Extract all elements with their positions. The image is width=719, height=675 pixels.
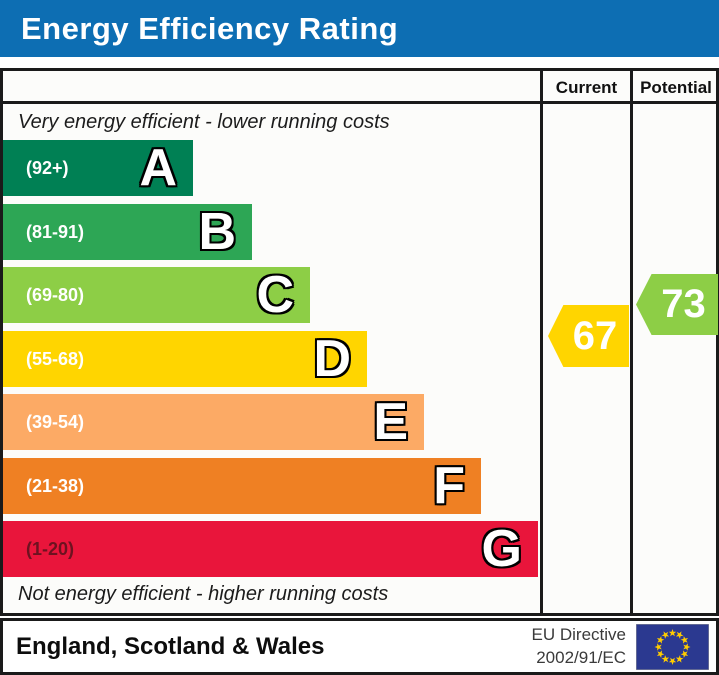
band-f: (21-38) F: [3, 458, 481, 514]
band-b: (81-91) B: [3, 204, 252, 260]
band-c-letter: C: [256, 266, 294, 324]
potential-rating-tag: 73: [636, 274, 718, 335]
band-d: (55-68) D: [3, 331, 367, 387]
eu-directive-line1: EU Directive: [531, 625, 626, 645]
title-bar: Energy Efficiency Rating: [0, 0, 719, 57]
band-g-range: (1-20): [26, 538, 75, 559]
eu-directive-label: EU Directive 2002/91/EC: [532, 624, 626, 668]
band-a-letter: A: [139, 139, 177, 197]
region-label: England, Scotland & Wales: [16, 632, 325, 660]
band-a: (92+) A: [3, 140, 193, 196]
band-g: (1-20) G: [3, 521, 538, 577]
current-rating-value: 67: [572, 313, 618, 358]
band-c-range: (69-80): [26, 284, 85, 305]
band-e-range: (39-54): [26, 411, 85, 432]
band-g-letter: G: [481, 520, 522, 578]
footer-bar: England, Scotland & Wales EU Directive 2…: [0, 618, 719, 675]
eu-directive-line2: 2002/91/EC: [536, 647, 626, 667]
page-title: Energy Efficiency Rating: [21, 10, 399, 46]
band-d-range: (55-68): [26, 348, 85, 369]
band-e: (39-54) E: [3, 394, 424, 450]
top-caption: Very energy efficient - lower running co…: [18, 111, 390, 133]
rating-table: Current Potential Very energy efficient …: [0, 68, 719, 616]
column-divider-potential: [630, 71, 633, 613]
table-header-row: [3, 71, 716, 104]
bottom-caption: Not energy efficient - higher running co…: [18, 583, 389, 605]
current-column-header: Current: [555, 77, 618, 97]
potential-column-header: Potential: [640, 77, 712, 97]
band-e-letter: E: [373, 393, 408, 451]
band-a-range: (92+): [26, 157, 69, 178]
potential-rating-value: 73: [661, 282, 706, 326]
band-d-letter: D: [313, 330, 351, 388]
band-f-range: (21-38): [26, 475, 85, 496]
band-b-letter: B: [198, 203, 236, 261]
band-b-range: (81-91): [26, 221, 85, 242]
current-rating-tag: 67: [548, 305, 629, 367]
column-divider-current: [540, 71, 543, 613]
eu-flag-icon: [635, 623, 710, 670]
band-f-letter: F: [433, 457, 465, 515]
band-c: (69-80) C: [3, 267, 310, 323]
